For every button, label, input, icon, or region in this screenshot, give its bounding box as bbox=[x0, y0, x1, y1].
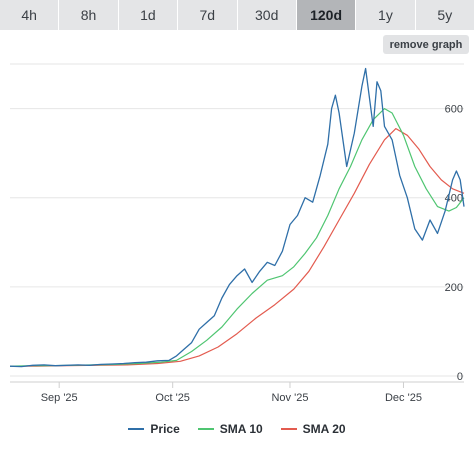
legend-swatch bbox=[197, 428, 214, 430]
tab-30d[interactable]: 30d bbox=[238, 0, 297, 30]
remove-graph-button[interactable]: remove graph bbox=[383, 35, 469, 54]
tab-8h[interactable]: 8h bbox=[59, 0, 119, 30]
legend-swatch bbox=[128, 428, 145, 430]
legend-label: SMA 20 bbox=[302, 422, 346, 436]
tab-4h[interactable]: 4h bbox=[0, 0, 60, 30]
timeframe-tabs: 4h 8h 1d 7d 30d 120d 1y 5y bbox=[0, 0, 474, 30]
tab-1d[interactable]: 1d bbox=[119, 0, 179, 30]
legend-label: Price bbox=[150, 422, 180, 436]
x-tick-label: Sep '25 bbox=[41, 392, 78, 404]
tab-5y[interactable]: 5y bbox=[437, 7, 453, 23]
legend-label: SMA 10 bbox=[219, 422, 263, 436]
gridlines bbox=[10, 63, 464, 383]
x-tick-label: Dec '25 bbox=[385, 392, 422, 404]
x-tick-label: Oct '25 bbox=[155, 392, 190, 404]
legend-item-sma-10[interactable]: SMA 10 bbox=[197, 422, 263, 436]
legend-item-price[interactable]: Price bbox=[128, 422, 180, 436]
y-tick-label: 600 bbox=[445, 104, 463, 116]
chart-legend: Price SMA 10 SMA 20 bbox=[0, 421, 474, 437]
legend-item-sma-20[interactable]: SMA 20 bbox=[280, 422, 346, 436]
legend-swatch bbox=[280, 428, 297, 430]
series-line-price bbox=[9, 67, 465, 368]
series-line-sma-10 bbox=[9, 108, 465, 367]
x-tick-label: Nov '25 bbox=[271, 392, 308, 404]
series-lines bbox=[9, 67, 465, 368]
x-axis-ticks: Sep '25 Oct '25 Nov '25 Dec '25 bbox=[41, 382, 422, 404]
series-line-sma-20 bbox=[10, 128, 465, 367]
y-tick-label: 200 bbox=[445, 282, 463, 294]
y-tick-label: 0 bbox=[457, 371, 463, 383]
tab-120d[interactable]: 120d bbox=[296, 0, 357, 30]
tab-7d[interactable]: 7d bbox=[178, 0, 238, 30]
tab-1y[interactable]: 1y bbox=[356, 0, 416, 30]
